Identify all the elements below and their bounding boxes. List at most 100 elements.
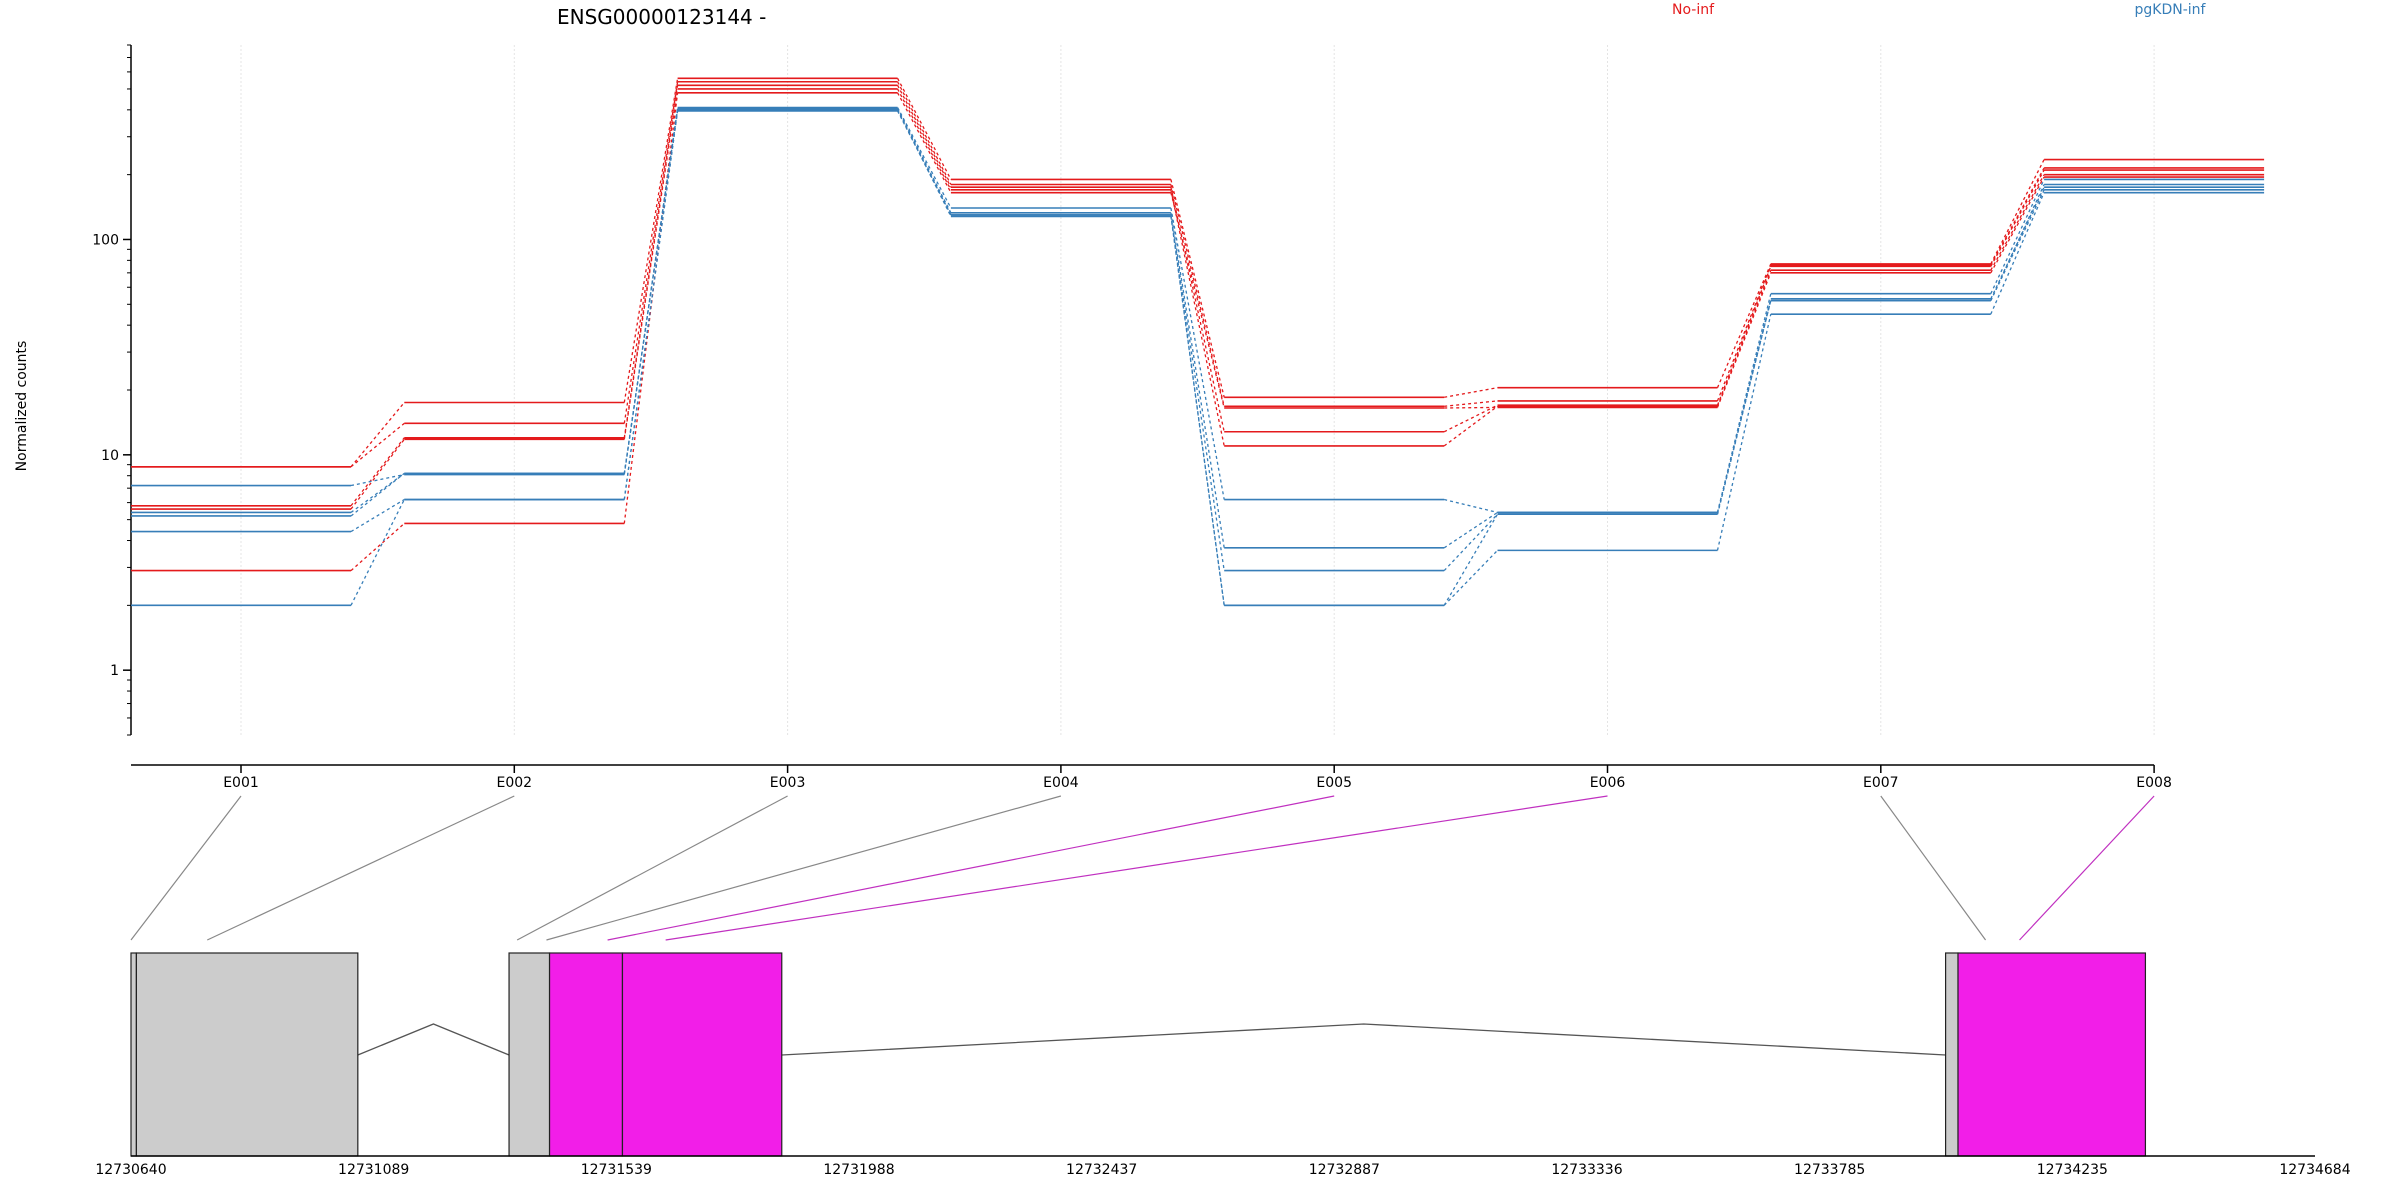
series-connector <box>1716 272 1772 408</box>
series-connector <box>1444 387 1498 398</box>
series-5-pgkdn-inf <box>131 106 2265 514</box>
series-connector <box>1990 189 2045 301</box>
series-1-no-inf <box>131 80 2265 468</box>
series-8-pgkdn-inf <box>131 109 2265 607</box>
series-connector <box>1716 300 1772 515</box>
series-connector <box>1716 314 1772 551</box>
series-connector <box>1443 513 1499 606</box>
series-connector <box>1443 549 1498 606</box>
series-connector <box>1443 405 1498 447</box>
series-connector <box>1990 192 2045 315</box>
genomic-tick-label: 12730640 <box>95 1162 166 1178</box>
series-connector <box>1170 192 1225 409</box>
series-connector <box>1170 189 1225 447</box>
series-connector <box>1443 404 1498 433</box>
series-connector <box>1170 179 1225 398</box>
series-connector <box>897 88 952 191</box>
exon-box <box>130 952 138 1157</box>
exon-box <box>135 952 359 1157</box>
x-tick-label-e006: E006 <box>1590 775 1626 791</box>
series-connector <box>350 522 405 572</box>
y-axis-label: Normalized counts <box>14 341 30 472</box>
exon-box <box>548 952 624 1157</box>
y-tick-label: 100 <box>92 232 119 248</box>
connector-e007 <box>1880 795 1987 941</box>
legend-label-no-inf: No-inf <box>1672 2 1715 18</box>
x-tick-label-e008: E008 <box>2136 775 2172 791</box>
series-6-pgkdn-inf <box>131 107 2265 549</box>
connector-e001 <box>130 795 242 941</box>
series-connector <box>1990 186 2045 300</box>
series-connector <box>350 402 405 468</box>
intron-line <box>781 1023 1946 1056</box>
genomic-tick-label: 12731089 <box>338 1162 409 1178</box>
series-connector <box>1444 498 1498 514</box>
x-axis: E001 E002 E003 E004 E005 E006 E007 E008 <box>131 764 2172 791</box>
genomic-tick-label: 12731539 <box>581 1162 652 1178</box>
series-connector <box>623 110 679 500</box>
genomic-tick-label: 12734235 <box>2037 1162 2108 1178</box>
x-tick-label-e005: E005 <box>1316 775 1352 791</box>
series-connector <box>1170 184 1225 407</box>
series-connector <box>897 110 952 216</box>
series-connector <box>897 108 952 214</box>
series-connector <box>1443 513 1498 572</box>
series-3-no-inf <box>131 88 2265 510</box>
series-9-pgkdn-inf <box>131 110 2265 607</box>
series-connector <box>350 437 405 507</box>
connector-e004 <box>546 795 1062 941</box>
x-tick-label-e003: E003 <box>770 775 806 791</box>
series-connector <box>1170 212 1225 548</box>
series-connector <box>897 92 952 193</box>
series-connector <box>350 498 405 533</box>
series-connector <box>350 499 405 606</box>
series-connector <box>897 84 952 188</box>
series-connector <box>1990 176 2045 274</box>
series-7-pgkdn-inf <box>131 109 2265 572</box>
series-connector <box>1716 264 1772 402</box>
series-connector <box>897 81 952 185</box>
series-connector <box>350 438 405 510</box>
series-connector <box>350 472 405 513</box>
series-connector <box>1716 266 1772 406</box>
genomic-tick-label: 12734684 <box>2279 1162 2350 1178</box>
genomic-tick-label: 12732437 <box>1066 1162 1137 1178</box>
exon-box <box>508 952 551 1157</box>
series-connector <box>1990 159 2045 265</box>
genomic-tick-label: 12731988 <box>823 1162 894 1178</box>
exon-box <box>1944 952 1959 1157</box>
gene-model: 12730640 12731089 12731539 12731988 12732437… <box>95 952 2351 1178</box>
connector-e002 <box>207 795 515 941</box>
connector-e005 <box>607 795 1335 941</box>
connector-e003 <box>516 795 788 941</box>
legend-label-pgkdn-inf: pgKDN-inf <box>2135 2 2207 18</box>
x-tick-label-e007: E007 <box>1863 775 1899 791</box>
series-connector <box>1716 263 1772 388</box>
series-lines <box>131 77 2265 607</box>
series-2-no-inf <box>131 84 2265 507</box>
x-tick-label-e004: E004 <box>1043 775 1079 791</box>
y-axis: 1 10 100 <box>92 44 132 736</box>
y-tick-label: 10 <box>101 448 119 464</box>
x-tick-label-e002: E002 <box>497 775 533 791</box>
series-connector <box>1443 511 1498 549</box>
genomic-tick-label: 12732887 <box>1309 1162 1380 1178</box>
exon-box <box>1957 952 2147 1157</box>
vertical-gridlines <box>240 45 2155 735</box>
series-connector <box>897 107 952 209</box>
series-connector <box>1170 207 1225 500</box>
connector-e008 <box>2019 795 2155 941</box>
y-tick-label: 1 <box>110 663 119 679</box>
series-connector <box>1990 174 2045 271</box>
genomic-tick-label: 12733336 <box>1551 1162 1622 1178</box>
exon-box <box>621 952 783 1157</box>
exon-connector-lines <box>130 795 2155 941</box>
series-connector <box>350 422 405 468</box>
series-connector <box>623 81 679 424</box>
x-tick-label-e001: E001 <box>223 775 259 791</box>
series-connector <box>1990 169 2045 267</box>
series-connector <box>1444 406 1498 409</box>
series-connector <box>897 78 952 180</box>
series-connector <box>1990 167 2045 266</box>
